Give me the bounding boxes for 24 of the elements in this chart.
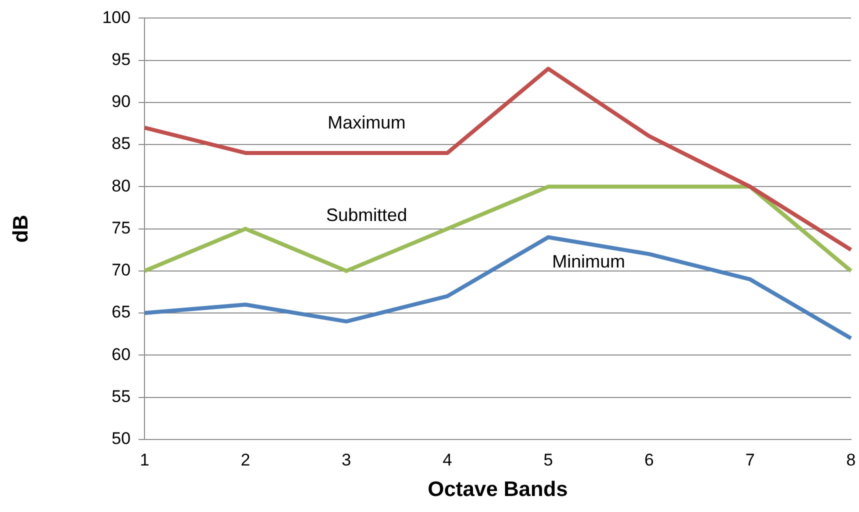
x-tick-label: 8 — [846, 450, 856, 470]
x-tick-label: 5 — [544, 450, 553, 470]
y-tick-label: 55 — [112, 386, 131, 406]
series-label: Maximum — [328, 112, 406, 132]
y-tick-label: 85 — [112, 134, 131, 154]
y-tick-label: 50 — [112, 429, 131, 448]
series-label: Submitted — [326, 205, 408, 226]
x-tick-label: 7 — [745, 450, 755, 470]
y-tick-label: 70 — [112, 260, 131, 280]
y-tick-label: 65 — [112, 302, 131, 322]
y-tick-label: 95 — [112, 50, 131, 70]
x-tick-label: 3 — [342, 450, 352, 470]
x-tick-label: 4 — [442, 450, 452, 470]
y-tick-label: 75 — [112, 218, 131, 238]
series-label: Minimum — [552, 251, 626, 272]
x-tick-label: 2 — [240, 450, 250, 470]
y-tick-label: 60 — [112, 344, 131, 364]
y-tick-label: 80 — [112, 176, 131, 196]
y-tick-label: 100 — [102, 8, 131, 27]
y-axis-title: dB — [9, 214, 32, 243]
x-axis-title: Octave Bands — [428, 478, 568, 502]
y-tick-label: 90 — [112, 92, 131, 112]
x-tick-label: 1 — [140, 450, 150, 470]
x-tick-label: 6 — [644, 450, 654, 470]
